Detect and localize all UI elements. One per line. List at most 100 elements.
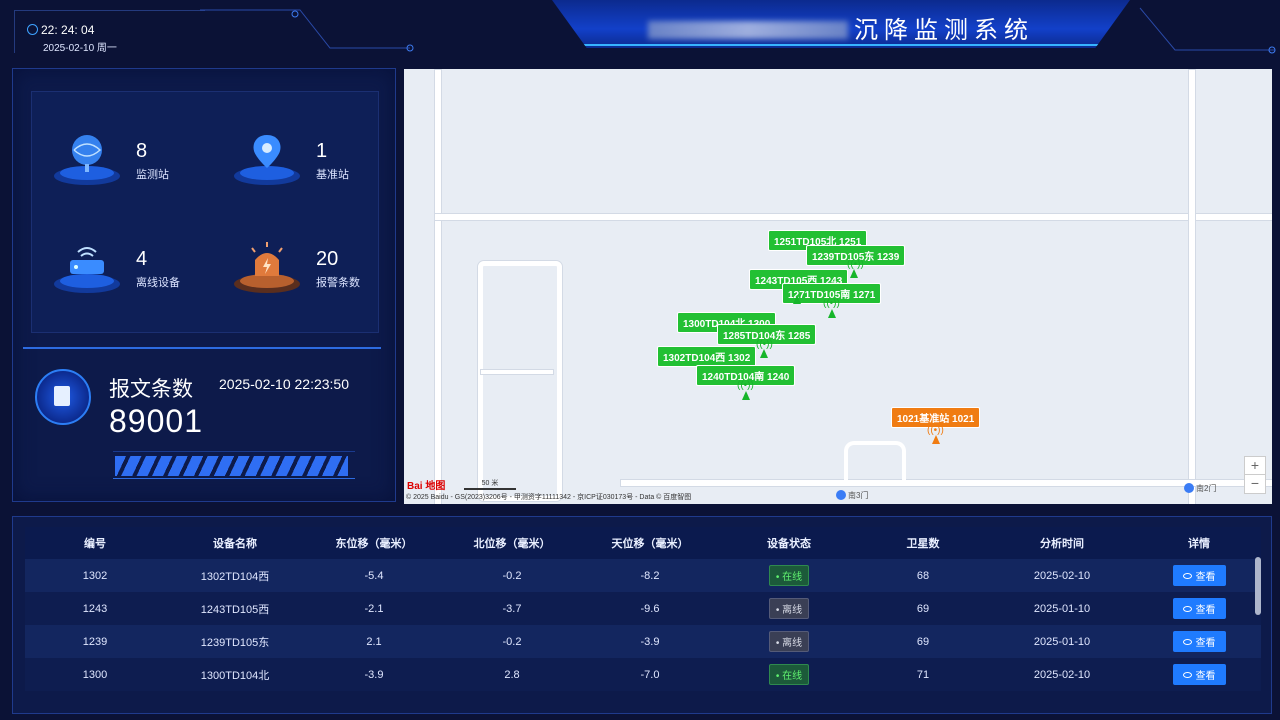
device-id: 1302 (82, 569, 108, 582)
status-badge: • 离线 (768, 598, 810, 619)
eye-icon (1182, 606, 1192, 612)
detail-cell: 查看 (1137, 598, 1261, 619)
title-plate: 沉降监测系统 (552, 0, 1130, 48)
stat-value: 1 (316, 140, 328, 162)
status-cell: • 离线 (719, 598, 859, 619)
view-details-button[interactable]: 查看 (1172, 664, 1226, 685)
status-badge: • 在线 (768, 664, 810, 685)
detail-cell: 查看 (1137, 565, 1261, 586)
antenna-icon[interactable] (793, 295, 801, 304)
view-details-button[interactable]: 查看 (1172, 598, 1226, 619)
device-name: 1239TD105东 (200, 636, 270, 649)
status-cell: • 在线 (719, 565, 859, 586)
map-road (620, 479, 1272, 487)
signal-icon: ((•)) (847, 259, 864, 270)
zoom-in-button[interactable]: + (1244, 456, 1266, 476)
view-details-button[interactable]: 查看 (1172, 565, 1226, 586)
device-id: 1243 (82, 602, 108, 615)
gate-icon (836, 490, 846, 500)
satellite-count: 68 (916, 569, 930, 582)
signal-icon: ((•)) (737, 380, 754, 391)
eye-icon (1182, 672, 1192, 678)
device-id: 1300 (82, 668, 108, 681)
device-name: 1300TD104北 (200, 669, 270, 682)
column-header: 分析时间 (1040, 538, 1084, 550)
antenna-icon[interactable] (742, 391, 750, 400)
map-road (844, 441, 906, 485)
analysis-time: 2025-01-10 (1033, 635, 1091, 648)
signal-icon: ((•)) (756, 339, 773, 350)
north-displacement: -0.2 (502, 635, 522, 648)
satellite-count: 71 (916, 668, 930, 681)
message-count-value: 89001 (109, 403, 203, 439)
summary-panel: 8 监测站 1 基准站 4 离线设备 (12, 68, 396, 502)
device-table: 编号 设备名称 东位移（毫米） 北位移（毫米） 天位移（毫米） 设备状态 卫星数… (25, 527, 1261, 691)
column-header: 详情 (1188, 538, 1210, 550)
map-scale: 50 米 (464, 478, 516, 490)
column-header: 设备名称 (213, 538, 257, 550)
map-copyright: © 2025 Baidu - GS(2023)3206号 - 甲测资字11111… (406, 494, 692, 501)
message-progress-bar (113, 451, 355, 479)
location-pin-icon (234, 135, 300, 185)
stat-label: 离线设备 (136, 277, 180, 289)
map-view[interactable]: 1251TD105北 1251 1239TD105东 1239 1243TD10… (404, 69, 1272, 504)
map-marker-label[interactable]: 1239TD105东 1239 (806, 245, 906, 266)
column-header: 设备状态 (767, 538, 811, 550)
map-marker-label[interactable]: 1302TD104西 1302 (657, 346, 757, 367)
antenna-icon[interactable] (828, 309, 836, 318)
view-details-button[interactable]: 查看 (1172, 631, 1226, 652)
analysis-time: 2025-01-10 (1033, 602, 1091, 615)
table-scrollbar[interactable] (1255, 557, 1261, 615)
column-header: 东位移（毫米） (335, 538, 413, 550)
device-id: 1239 (82, 635, 108, 648)
table-row: 1243 1243TD105西 -2.1 -3.7 -9.6 • 离线 69 2025-01-… (25, 592, 1261, 625)
clock-icon (27, 24, 38, 35)
north-displacement: 2.8 (504, 668, 520, 681)
analysis-time: 2025-02-10 (1033, 668, 1091, 681)
column-header: 编号 (84, 538, 106, 550)
north-displacement: -3.7 (502, 602, 522, 615)
eye-icon (1182, 573, 1192, 579)
status-dot-icon: • (775, 638, 783, 649)
up-displacement: -8.2 (640, 569, 660, 582)
stat-monitor-stations: 8 监测站 (42, 130, 192, 190)
east-displacement: 2.1 (366, 635, 382, 648)
alarm-light-icon (234, 242, 300, 293)
eye-icon (1182, 639, 1192, 645)
stat-reference-stations: 1 基准站 (222, 130, 372, 190)
header-bar: 22: 24: 04 2025-02-10 周一 沉降监测系统 (0, 0, 1280, 62)
panel-divider (23, 347, 381, 349)
router-icon (54, 247, 120, 293)
zoom-out-button[interactable]: − (1244, 474, 1266, 494)
progress-fill (115, 456, 348, 476)
stat-alarm-count: 20 报警条数 (222, 238, 372, 298)
device-stats: 8 监测站 1 基准站 4 离线设备 (31, 91, 379, 333)
map-marker-label[interactable]: 1285TD104东 1285 (717, 324, 817, 345)
map-road (434, 69, 442, 504)
map-marker-label[interactable]: 1271TD105南 1271 (782, 283, 882, 304)
table-header: 编号 设备名称 东位移（毫米） 北位移（毫米） 天位移（毫米） 设备状态 卫星数… (25, 527, 1261, 559)
stat-value: 4 (136, 248, 148, 270)
antenna-icon[interactable] (850, 269, 858, 278)
status-badge: • 离线 (768, 631, 810, 652)
east-displacement: -3.9 (364, 668, 384, 681)
baidu-logo: Bai 地图 (407, 481, 446, 492)
stat-value: 20 (316, 248, 339, 270)
document-icon (35, 369, 91, 425)
device-name: 1302TD104西 (200, 570, 270, 583)
antenna-icon[interactable] (760, 349, 768, 358)
table-body: 1302 1302TD104西 -5.4 -0.2 -8.2 • 在线 68 2025-02-… (25, 559, 1261, 691)
antenna-icon-reference[interactable] (932, 435, 940, 444)
column-header: 天位移（毫米） (611, 538, 689, 550)
signal-icon: ((•)) (927, 425, 944, 436)
message-timestamp: 2025-02-10 22:23:50 (219, 376, 349, 392)
map-road (1188, 69, 1196, 504)
gate-label: 南3门 (836, 490, 868, 501)
map-road (480, 369, 554, 375)
page-title: 沉降监测系统 (854, 17, 1034, 44)
map-marker-label[interactable]: 1240TD104南 1240 (696, 365, 796, 386)
table-row: 1239 1239TD105东 2.1 -0.2 -3.9 • 离线 69 2025-01-1… (25, 625, 1261, 658)
header-decoration (200, 7, 1276, 54)
up-displacement: -7.0 (640, 668, 660, 681)
map-marker-label-reference[interactable]: 1021基准站 1021 (891, 407, 981, 428)
